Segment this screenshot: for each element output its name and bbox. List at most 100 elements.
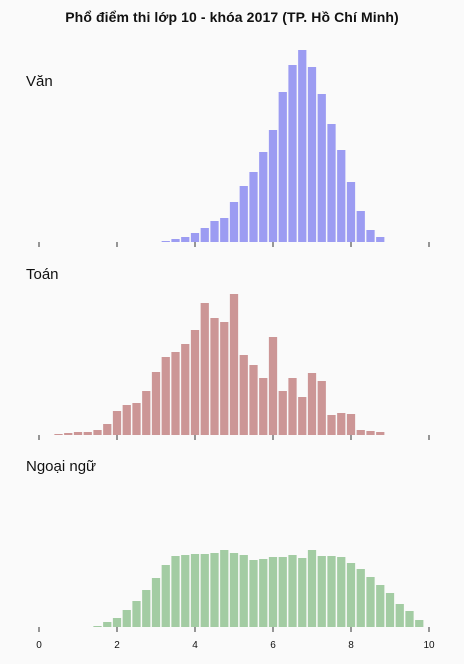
bar-van (317, 94, 326, 242)
bar-ngoai-ngu (93, 626, 102, 627)
bar-toan (142, 391, 151, 435)
bar-ngoai-ngu (112, 618, 122, 627)
bar-van (171, 239, 180, 242)
bar-ngoai-ngu (405, 611, 414, 627)
bar-van (249, 172, 258, 242)
bar-van (288, 65, 297, 242)
bar-toan (268, 337, 278, 435)
chart-title: Phổ điểm thi lớp 10 - khóa 2017 (TP. Hồ … (65, 9, 399, 25)
bar-ngoai-ngu (142, 590, 151, 627)
bar-van (268, 130, 278, 242)
bar-toan (112, 411, 122, 435)
bar-van (327, 124, 336, 242)
bar-ngoai-ngu (210, 553, 219, 627)
bar-toan (122, 405, 131, 435)
bar-toan (93, 430, 102, 435)
bar-toan (181, 344, 190, 435)
bar-ngoai-ngu (103, 622, 112, 627)
bar-ngoai-ngu (298, 558, 307, 627)
bar-ngoai-ngu (288, 555, 297, 627)
bar-ngoai-ngu (278, 557, 287, 627)
panel-label-van: Văn (26, 73, 53, 90)
bar-ngoai-ngu (376, 585, 385, 627)
bar-toan (346, 414, 356, 435)
bar-van (298, 50, 307, 242)
bar-van (376, 237, 385, 242)
bar-ngoai-ngu (132, 601, 141, 627)
bar-toan (317, 381, 326, 435)
bar-ngoai-ngu (395, 604, 404, 627)
bar-toan (161, 357, 170, 435)
bar-toan (239, 355, 248, 435)
bar-ngoai-ngu (356, 569, 365, 627)
bar-van (239, 186, 248, 242)
bar-toan (132, 403, 141, 435)
bar-ngoai-ngu (337, 557, 346, 627)
bar-ngoai-ngu (268, 557, 278, 627)
bar-ngoai-ngu (181, 555, 190, 627)
x-tick-label: 4 (192, 640, 198, 651)
bar-toan (171, 352, 180, 435)
bar-ngoai-ngu (346, 563, 356, 627)
bar-van (200, 228, 209, 242)
bar-ngoai-ngu (171, 556, 180, 627)
bar-van (278, 92, 287, 242)
bar-toan (278, 391, 287, 435)
bar-van (346, 182, 356, 242)
x-tick-label: 10 (423, 640, 435, 651)
bar-toan (376, 432, 385, 435)
panel-label-ngoai-ngu: Ngoại ngữ (26, 458, 97, 475)
bar-ngoai-ngu (249, 560, 258, 627)
x-tick-label: 0 (36, 640, 42, 651)
bar-van (307, 67, 317, 242)
bar-van (181, 237, 190, 242)
x-tick-label: 8 (348, 640, 354, 651)
bar-toan (337, 413, 346, 435)
panel-toan (38, 294, 430, 440)
bar-toan (151, 372, 161, 435)
bar-van (229, 202, 239, 242)
bar-toan (356, 430, 365, 435)
bar-van (190, 233, 200, 242)
bar-van (259, 152, 268, 242)
bar-ngoai-ngu (385, 593, 395, 627)
bar-van (337, 150, 346, 242)
bar-ngoai-ngu (259, 559, 268, 627)
bar-toan (307, 373, 317, 435)
x-tick-label: 2 (114, 640, 120, 651)
panel-ngoai-ngu: 0 2 4 6 8 10 (36, 550, 435, 651)
bar-ngoai-ngu (327, 556, 336, 627)
panel-label-toan: Toán (26, 266, 59, 283)
x-tick-label: 6 (270, 640, 276, 651)
bar-ngoai-ngu (200, 554, 209, 627)
bar-ngoai-ngu (307, 550, 317, 627)
bar-ngoai-ngu (239, 555, 248, 627)
bar-toan (249, 365, 258, 435)
bar-van (210, 221, 219, 242)
bar-toan (327, 415, 336, 435)
bar-ngoai-ngu (122, 610, 131, 627)
bar-toan (103, 424, 112, 435)
bar-van (161, 241, 170, 242)
bar-ngoai-ngu (366, 577, 375, 627)
bar-toan (298, 397, 307, 435)
bar-toan (83, 432, 92, 435)
panel-van (38, 50, 430, 247)
bar-toan (190, 330, 200, 435)
bar-toan (229, 294, 239, 435)
bar-ngoai-ngu (229, 553, 239, 627)
bar-toan (200, 303, 209, 435)
bar-ngoai-ngu (151, 578, 161, 627)
bar-ngoai-ngu (317, 556, 326, 627)
bar-toan (259, 378, 268, 435)
bar-ngoai-ngu (415, 620, 424, 627)
bar-toan (54, 434, 63, 435)
bar-toan (64, 433, 73, 435)
bar-van (220, 218, 229, 242)
bar-ngoai-ngu (190, 554, 200, 627)
bar-toan (73, 432, 83, 435)
bar-ngoai-ngu (161, 565, 170, 627)
bar-toan (220, 322, 229, 435)
bar-ngoai-ngu (220, 550, 229, 627)
